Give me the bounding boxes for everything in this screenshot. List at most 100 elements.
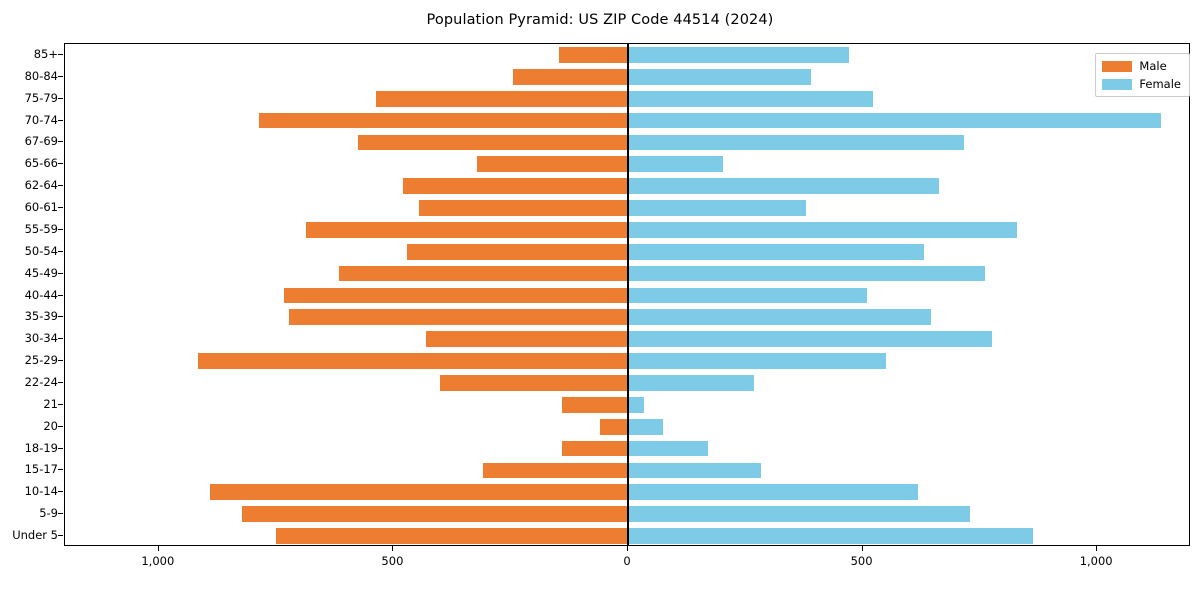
- bar-female[interactable]: [628, 309, 931, 326]
- bar-male[interactable]: [258, 112, 628, 129]
- y-axis-tick-label: 10-14: [24, 484, 58, 499]
- y-axis-tick-mark: [58, 294, 63, 296]
- x-axis-tick-mark: [157, 546, 159, 551]
- bar-group: [65, 375, 1189, 391]
- bar-female[interactable]: [628, 222, 1018, 238]
- bar-group: [65, 90, 1189, 107]
- bar-male[interactable]: [599, 418, 628, 435]
- bar-male[interactable]: [561, 440, 628, 457]
- bar-female[interactable]: [628, 506, 971, 523]
- bar-male[interactable]: [425, 331, 628, 348]
- bar-female[interactable]: [628, 112, 1161, 129]
- bar-female[interactable]: [628, 243, 924, 260]
- bar-group: [65, 528, 1189, 544]
- y-axis-tick-label: 75-79: [24, 90, 58, 105]
- y-axis-tick-mark: [58, 141, 63, 143]
- bar-female[interactable]: [628, 353, 887, 369]
- bar-female[interactable]: [628, 331, 992, 348]
- bar-female[interactable]: [628, 396, 644, 413]
- y-axis-tick-label: 55-59: [24, 221, 58, 236]
- y-axis-tick-label: 65-66: [24, 156, 58, 171]
- bar-male[interactable]: [476, 156, 628, 173]
- bar-male[interactable]: [276, 528, 628, 544]
- y-axis-tick-label: 21: [43, 396, 58, 411]
- y-axis-tick-mark: [58, 403, 63, 405]
- bar-male[interactable]: [306, 222, 628, 238]
- y-axis-tick-label: 80-84: [24, 68, 58, 83]
- y-axis-tick-mark: [58, 513, 63, 515]
- bar-group: [65, 309, 1189, 326]
- y-axis-tick-mark: [58, 491, 63, 493]
- bar-male[interactable]: [403, 178, 628, 194]
- x-axis-tick-mark: [627, 546, 628, 551]
- y-axis-tick-mark: [58, 469, 63, 471]
- bar-male[interactable]: [407, 243, 628, 260]
- bar-female[interactable]: [628, 200, 807, 216]
- bar-male[interactable]: [376, 90, 628, 107]
- bar-male[interactable]: [209, 484, 628, 501]
- bar-female[interactable]: [628, 47, 850, 63]
- bar-group: [65, 265, 1189, 282]
- bar-female[interactable]: [628, 90, 873, 107]
- bar-group: [65, 134, 1189, 151]
- chart-title: Population Pyramid: US ZIP Code 44514 (2…: [426, 12, 774, 28]
- bar-male[interactable]: [440, 375, 628, 391]
- y-axis-tick-mark: [58, 425, 63, 427]
- legend-swatch-icon: [1102, 60, 1133, 72]
- bar-male[interactable]: [241, 506, 628, 523]
- bar-male[interactable]: [513, 68, 628, 85]
- legend-entry-male[interactable]: Male: [1102, 59, 1181, 73]
- bar-female[interactable]: [628, 156, 724, 173]
- plot-area: [64, 43, 1190, 546]
- bar-female[interactable]: [628, 418, 664, 435]
- bar-female[interactable]: [628, 375, 754, 391]
- bar-female[interactable]: [628, 484, 918, 501]
- bar-group: [65, 287, 1189, 304]
- y-axis-tick-label: 18-19: [24, 440, 58, 455]
- bar-female[interactable]: [628, 462, 762, 479]
- y-axis-tick-mark: [58, 53, 63, 55]
- bar-male[interactable]: [358, 134, 628, 151]
- bar-male[interactable]: [338, 265, 628, 282]
- bar-female[interactable]: [628, 134, 965, 151]
- legend-label: Male: [1139, 59, 1167, 73]
- y-axis-tick-label: 50-54: [24, 243, 58, 258]
- x-axis-tick-label: 1,000: [141, 554, 175, 568]
- bar-female[interactable]: [628, 68, 811, 85]
- bar-male[interactable]: [561, 396, 628, 413]
- bar-male[interactable]: [482, 462, 628, 479]
- y-axis-tick-mark: [58, 360, 63, 362]
- bar-female[interactable]: [628, 440, 709, 457]
- bars-layer: [65, 44, 1189, 545]
- bar-female[interactable]: [628, 528, 1033, 544]
- y-axis-tick-label: 67-69: [24, 134, 58, 149]
- x-axis-tick-label: 0: [623, 554, 631, 568]
- y-axis-tick-mark: [58, 535, 63, 537]
- bar-group: [65, 200, 1189, 216]
- x-axis-tick-mark: [392, 546, 394, 551]
- bar-male[interactable]: [419, 200, 628, 216]
- bar-male[interactable]: [284, 287, 628, 304]
- bar-male[interactable]: [197, 353, 628, 369]
- bar-group: [65, 112, 1189, 129]
- bar-female[interactable]: [628, 287, 868, 304]
- legend-entry-female[interactable]: Female: [1102, 77, 1181, 91]
- bar-group: [65, 418, 1189, 435]
- x-axis-tick-label: 1,000: [1079, 554, 1113, 568]
- bar-group: [65, 462, 1189, 479]
- y-axis: 85+ 80-84 75-79 70-74 67-69 65-66 62-64 60-61 55…: [0, 43, 63, 546]
- y-axis-tick-label: 25-29: [24, 353, 58, 368]
- y-axis-tick-mark: [58, 381, 63, 383]
- bar-female[interactable]: [628, 178, 940, 194]
- bar-male[interactable]: [559, 47, 628, 63]
- bar-group: [65, 353, 1189, 369]
- y-axis-tick-mark: [58, 97, 63, 99]
- y-axis-tick-mark: [58, 207, 63, 209]
- bar-male[interactable]: [289, 309, 628, 326]
- y-axis-tick-label: 45-49: [24, 265, 58, 280]
- y-axis-tick-mark: [58, 316, 63, 318]
- bar-group: [65, 243, 1189, 260]
- bar-group: [65, 331, 1189, 348]
- bar-female[interactable]: [628, 265, 985, 282]
- y-axis-tick-mark: [58, 447, 63, 449]
